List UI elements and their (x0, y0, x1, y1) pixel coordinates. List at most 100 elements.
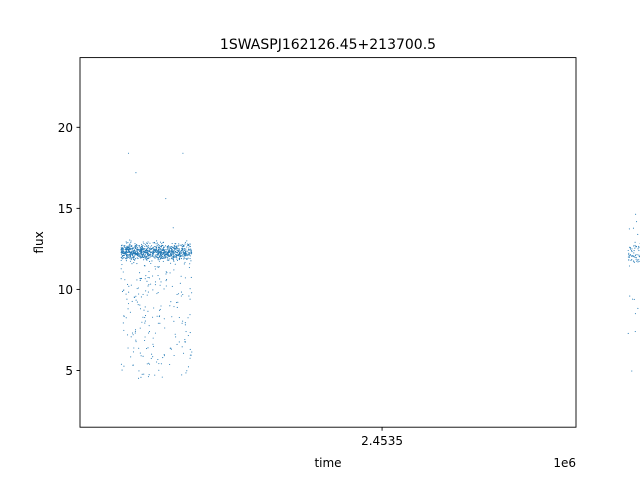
data-point (121, 244, 123, 246)
data-point (123, 289, 125, 291)
data-point (137, 287, 139, 289)
data-point (129, 245, 131, 247)
data-point (159, 247, 161, 250)
data-point (147, 252, 149, 254)
data-point (169, 258, 171, 260)
data-point (190, 248, 192, 250)
data-point (187, 244, 189, 246)
data-point (144, 320, 146, 322)
data-point (183, 245, 185, 248)
data-point (157, 358, 159, 361)
data-point (166, 254, 168, 256)
data-point (134, 330, 136, 333)
data-point (165, 279, 168, 281)
data-point (152, 249, 154, 251)
data-point (150, 251, 152, 253)
data-point (178, 248, 180, 250)
data-point (146, 249, 148, 251)
data-point (159, 253, 161, 256)
data-point (148, 363, 151, 365)
data-point (151, 255, 154, 257)
data-point (163, 246, 165, 248)
data-point (147, 276, 149, 279)
data-point (188, 267, 190, 269)
data-point (142, 293, 144, 295)
data-point (178, 243, 180, 245)
data-point (150, 262, 152, 265)
data-point (159, 251, 161, 253)
data-point (139, 253, 141, 255)
data-point (157, 322, 159, 324)
data-point (185, 248, 187, 250)
data-point (158, 316, 160, 318)
data-point (142, 244, 144, 246)
data-point (135, 244, 137, 247)
data-point (130, 241, 132, 243)
data-point (165, 255, 167, 257)
data-point (182, 352, 185, 354)
data-point (148, 325, 150, 327)
data-point (167, 245, 169, 247)
data-point (634, 247, 636, 249)
data-point (121, 257, 123, 259)
data-point (161, 256, 163, 259)
data-point (132, 253, 134, 255)
data-point (132, 334, 134, 336)
data-point (140, 246, 142, 248)
data-point (146, 294, 148, 296)
data-point (130, 257, 133, 259)
y-axis-label: flux (32, 231, 46, 253)
data-point (144, 255, 146, 257)
data-point (135, 341, 137, 343)
data-point (147, 250, 149, 252)
data-point (152, 247, 154, 249)
data-point (144, 258, 146, 260)
data-point (127, 256, 129, 258)
data-point (155, 249, 157, 251)
data-point (135, 299, 137, 301)
data-point (163, 250, 165, 252)
data-point (124, 279, 126, 281)
data-point (147, 291, 149, 293)
data-point (123, 315, 125, 317)
data-point (182, 293, 184, 296)
data-point (122, 250, 125, 252)
data-point (632, 298, 634, 300)
data-point (152, 316, 154, 318)
data-point (159, 249, 161, 251)
data-point (188, 249, 190, 251)
data-point (169, 251, 171, 253)
data-point (173, 354, 175, 357)
data-point (136, 301, 138, 303)
data-point (633, 261, 635, 263)
data-point (122, 254, 125, 257)
data-point (173, 306, 175, 308)
data-point (142, 241, 144, 243)
data-point (166, 252, 168, 254)
data-point (164, 254, 167, 256)
data-point (174, 248, 176, 250)
data-point (134, 247, 136, 249)
data-point (130, 252, 132, 254)
data-point (146, 257, 148, 259)
data-point (127, 347, 129, 349)
data-point (184, 322, 186, 324)
data-point (123, 252, 125, 254)
data-point (159, 322, 161, 324)
data-point (170, 246, 172, 248)
data-point (129, 255, 131, 258)
data-point (154, 257, 156, 259)
data-point (168, 255, 170, 257)
data-point (154, 255, 156, 257)
data-point (171, 249, 173, 252)
data-point (172, 256, 174, 258)
data-point (155, 251, 157, 253)
data-point (189, 258, 191, 260)
data-point (174, 256, 176, 258)
data-point (166, 272, 168, 274)
data-point (146, 246, 149, 248)
data-point (189, 263, 191, 265)
data-point (131, 253, 133, 255)
data-point (189, 255, 191, 257)
data-point (135, 246, 137, 248)
